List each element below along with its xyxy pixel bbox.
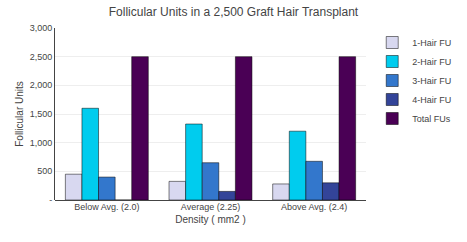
- svg-text:1,500: 1,500: [30, 109, 53, 119]
- svg-text:4-Hair FU: 4-Hair FU: [412, 95, 451, 105]
- svg-text:2,000: 2,000: [30, 80, 53, 90]
- svg-text:-: -: [49, 195, 52, 205]
- svg-text:Follicular Units: Follicular Units: [14, 81, 25, 147]
- svg-text:500: 500: [37, 166, 52, 176]
- svg-text:Average (2.25): Average (2.25): [181, 202, 240, 212]
- svg-text:1-Hair FU: 1-Hair FU: [412, 38, 451, 48]
- svg-text:2,500: 2,500: [30, 52, 53, 62]
- svg-text:1,000: 1,000: [30, 138, 53, 148]
- svg-text:Above Avg. (2.4): Above Avg. (2.4): [281, 202, 347, 212]
- svg-text:2-Hair FU: 2-Hair FU: [412, 57, 451, 67]
- svg-text:Below Avg. (2.0): Below Avg. (2.0): [74, 202, 139, 212]
- svg-text:3-Hair FU: 3-Hair FU: [412, 76, 451, 86]
- svg-text:Total FUs: Total FUs: [412, 114, 451, 124]
- svg-text:Follicular Units in a 2,500 Gr: Follicular Units in a 2,500 Graft Hair T…: [109, 5, 359, 19]
- svg-text:Density ( mm2 ): Density ( mm2 ): [175, 214, 246, 225]
- svg-text:3,000: 3,000: [30, 23, 53, 33]
